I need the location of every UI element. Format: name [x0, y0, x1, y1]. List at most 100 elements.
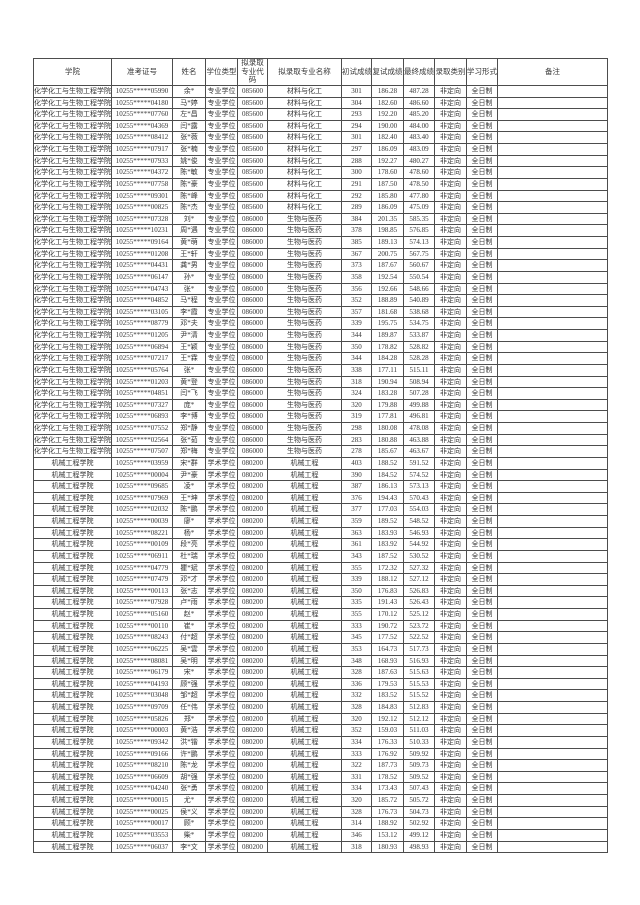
- initial-score-cell: 355: [341, 608, 372, 621]
- initial-score-cell: 339: [341, 573, 372, 586]
- table-row: 化学化工与生物工程学院 10255*****04372 陈*敏 专业学位 085600 材…: [33, 166, 608, 179]
- name-cell: 马*婷: [172, 96, 206, 110]
- table-row: 机械工程学院 10255*****09709 任*伟 学术学位 080200 机械工程 32…: [33, 701, 608, 714]
- degree-type-cell: 学术学位: [205, 782, 238, 795]
- college-cell: 化学化工与生物工程学院: [33, 375, 112, 389]
- name-cell: 刘*: [172, 212, 206, 226]
- study-form-cell: 全日制: [466, 96, 498, 110]
- initial-score-cell: 301: [341, 131, 372, 144]
- retest-score-cell: 179.53: [371, 677, 404, 691]
- candidate-id-cell: 10255*****03959: [111, 456, 173, 470]
- final-score-cell: 504.73: [403, 805, 435, 819]
- admission-category-cell: 非定向: [434, 724, 467, 737]
- admission-category-cell: 非定向: [434, 701, 467, 714]
- study-form-cell: 全日制: [466, 677, 498, 691]
- study-form-cell: 全日制: [466, 701, 498, 714]
- initial-score-cell: 318: [341, 375, 372, 389]
- initial-score-cell: 301: [341, 84, 372, 98]
- major-code-cell: 086000: [237, 212, 268, 226]
- retest-score-cell: 178.60: [371, 166, 404, 179]
- table-row: 机械工程学院 10255*****04779 瞿*斌 学术学位 080200 机械工程 35…: [33, 561, 608, 575]
- admission-category-cell: 非定向: [434, 468, 467, 482]
- admission-category-cell: 非定向: [434, 747, 467, 761]
- candidate-id-cell: 10255*****04851: [111, 387, 173, 400]
- final-score-cell: 499.12: [403, 828, 435, 842]
- remark-cell: [497, 747, 608, 761]
- table-row: 化学化工与生物工程学院 10255*****01205 尹*清 专业学位 086000 生…: [33, 329, 608, 342]
- degree-type-cell: 学术学位: [205, 596, 238, 609]
- admission-category-cell: 非定向: [434, 538, 467, 551]
- study-form-cell: 全日制: [466, 212, 498, 226]
- remark-cell: [497, 782, 608, 795]
- candidate-id-cell: 10255*****09164: [111, 236, 173, 249]
- admission-category-cell: 非定向: [434, 131, 467, 144]
- degree-type-cell: 专业学位: [205, 317, 238, 330]
- remark-cell: [497, 654, 608, 668]
- initial-score-cell: 333: [341, 619, 372, 633]
- retest-score-cell: 192.66: [371, 282, 404, 296]
- table-row: 机械工程学院 10255*****05160 赵* 学术学位 080200 机械工程 355…: [33, 608, 608, 621]
- college-cell: 机械工程学院: [33, 805, 112, 819]
- name-cell: 孙*: [172, 270, 206, 284]
- initial-score-cell: 343: [341, 549, 372, 563]
- table-row: 机械工程学院 10255*****03553 柴* 学术学位 080200 机械工程 346…: [33, 828, 608, 842]
- candidate-id-cell: 10255*****04369: [111, 119, 173, 133]
- header-cell-remark: 备注: [497, 58, 608, 86]
- candidate-id-cell: 10255*****07507: [111, 445, 173, 458]
- major-name-cell: 生物与医药: [267, 247, 342, 261]
- major-name-cell: 材料与化工: [267, 96, 342, 110]
- major-name-cell: 生物与医药: [267, 433, 342, 447]
- candidate-id-cell: 10255*****04779: [111, 561, 173, 575]
- admission-category-cell: 非定向: [434, 794, 467, 807]
- study-form-cell: 全日制: [466, 782, 498, 795]
- admission-category-cell: 非定向: [434, 84, 467, 98]
- major-name-cell: 生物与医药: [267, 317, 342, 330]
- table-row: 化学化工与生物工程学院 10255*****07758 陈*豪 专业学位 085600 材…: [33, 177, 608, 191]
- college-cell: 机械工程学院: [33, 782, 112, 795]
- degree-type-cell: 专业学位: [205, 96, 238, 110]
- final-score-cell: 546.93: [403, 526, 435, 540]
- final-score-cell: 522.52: [403, 631, 435, 644]
- table-row: 化学化工与生物工程学院 10255*****05764 张* 专业学位 086000 生物…: [33, 363, 608, 377]
- retest-score-cell: 186.09: [371, 143, 404, 156]
- major-code-cell: 086000: [237, 270, 268, 284]
- candidate-id-cell: 10255*****07328: [111, 212, 173, 226]
- study-form-cell: 全日制: [466, 689, 498, 702]
- table-row: 机械工程学院 10255*****07479 邓*才 学术学位 080200 机械工程 33…: [33, 573, 608, 586]
- study-form-cell: 全日制: [466, 422, 498, 435]
- final-score-cell: 486.60: [403, 96, 435, 110]
- final-score-cell: 502.92: [403, 817, 435, 830]
- table-row: 机械工程学院 10255*****00109 段*亮 学术学位 080200 机械工程 36…: [33, 538, 608, 551]
- remark-cell: [497, 735, 608, 749]
- initial-score-cell: 350: [341, 584, 372, 598]
- degree-type-cell: 专业学位: [205, 375, 238, 389]
- college-cell: 机械工程学院: [33, 654, 112, 668]
- college-cell: 机械工程学院: [33, 759, 112, 772]
- table-row: 机械工程学院 10255*****00110 崔* 学术学位 080200 机械工程 333…: [33, 619, 608, 633]
- table-row: 化学化工与生物工程学院 10255*****04851 闫*飞 专业学位 086000 生…: [33, 387, 608, 400]
- initial-score-cell: 350: [341, 340, 372, 354]
- candidate-id-cell: 10255*****00004: [111, 468, 173, 482]
- candidate-id-cell: 10255*****08081: [111, 654, 173, 668]
- major-code-cell: 080200: [237, 584, 268, 598]
- candidate-id-cell: 10255*****06894: [111, 340, 173, 354]
- initial-score-cell: 336: [341, 677, 372, 691]
- name-cell: 尹*清: [172, 329, 206, 342]
- study-form-cell: 全日制: [466, 143, 498, 156]
- table-row: 化学化工与生物工程学院 10255*****07217 王*霖 专业学位 086000 生…: [33, 352, 608, 365]
- college-cell: 机械工程学院: [33, 642, 112, 656]
- major-name-cell: 生物与医药: [267, 340, 342, 354]
- table-row: 化学化工与生物工程学院 10255*****04369 闫*露 专业学位 085600 材…: [33, 119, 608, 133]
- final-score-cell: 550.54: [403, 270, 435, 284]
- candidate-id-cell: 10255*****07928: [111, 596, 173, 609]
- study-form-cell: 全日制: [466, 561, 498, 575]
- degree-type-cell: 学术学位: [205, 549, 238, 563]
- major-name-cell: 机械工程: [267, 608, 342, 621]
- remark-cell: [497, 840, 608, 854]
- study-form-cell: 全日制: [466, 840, 498, 854]
- final-score-cell: 523.72: [403, 619, 435, 633]
- major-name-cell: 机械工程: [267, 480, 342, 493]
- initial-score-cell: 346: [341, 828, 372, 842]
- candidate-id-cell: 10255*****09301: [111, 189, 173, 203]
